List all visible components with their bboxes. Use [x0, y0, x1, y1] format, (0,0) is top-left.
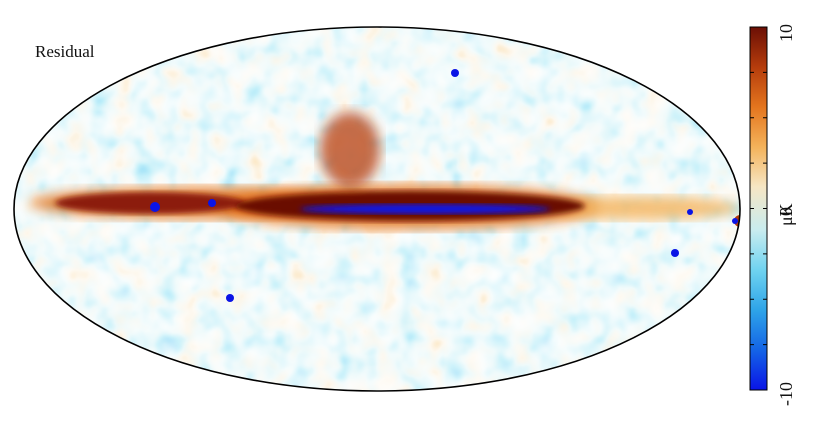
colorbar-ticks: [750, 26, 767, 391]
map-outline: [13, 26, 741, 392]
colorbar-scale: [749, 26, 768, 391]
map-title: Residual: [35, 42, 95, 61]
colorbar: 10 0 μK -10: [745, 0, 831, 422]
sky-map-panel: Residual: [13, 26, 741, 392]
galactic-plane: [30, 69, 740, 302]
colorbar-max-label: 10: [776, 24, 796, 42]
residual-sky-map: [13, 26, 741, 392]
colorbar-min-label: -10: [776, 382, 796, 406]
colorbar-unit-label: μK: [776, 203, 796, 226]
